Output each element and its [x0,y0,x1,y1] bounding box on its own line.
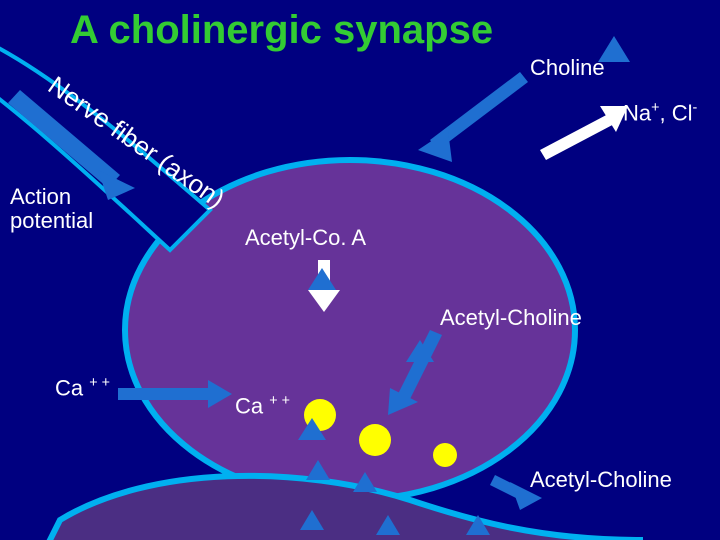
na-cl-label: Na+, Cl- [623,100,697,126]
ca-outside-label: Ca + + [55,375,110,401]
acetyl-choline-label-1: Acetyl-Choline [440,305,582,331]
background [0,0,720,540]
acetyl-choline-label-2: Acetyl-Choline [530,467,672,493]
ca-inside-label: Ca + + [235,393,290,419]
choline-label: Choline [530,55,605,81]
action-potential-label: Actionpotential [10,185,93,233]
acetyl-coa-label: Acetyl-Co. A [245,225,366,251]
page-title: A cholinergic synapse [70,8,493,53]
